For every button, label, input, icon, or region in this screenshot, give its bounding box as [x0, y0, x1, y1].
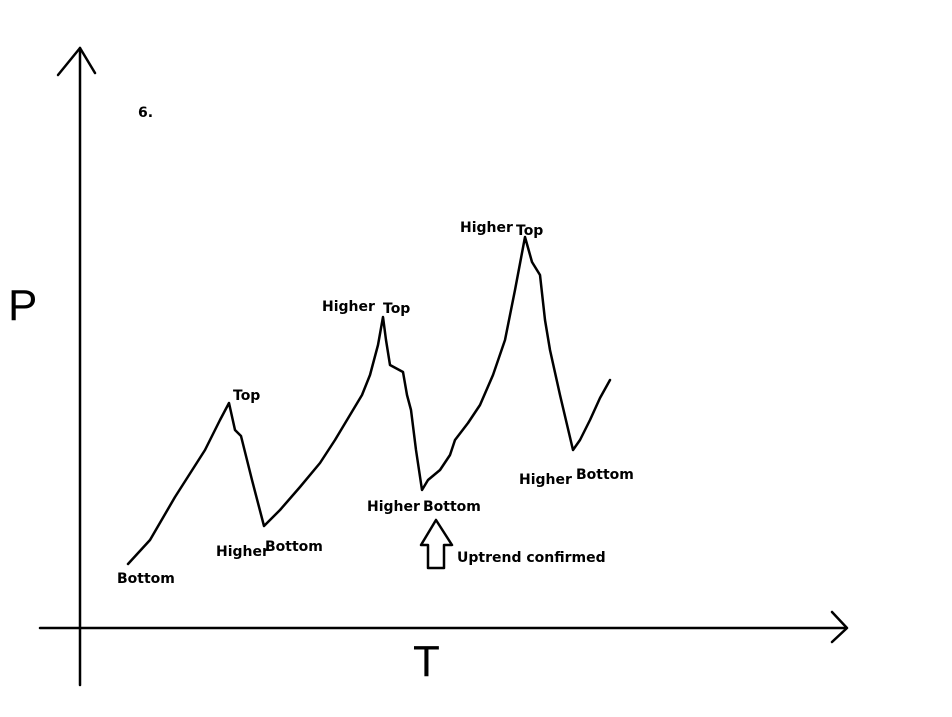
point-label: Higher — [367, 499, 420, 515]
point-label: Higher — [216, 544, 269, 560]
x-axis-label: T — [413, 637, 440, 686]
point-label: Bottom — [576, 467, 634, 483]
point-label: Bottom — [117, 571, 175, 587]
point-label: Top — [383, 301, 410, 317]
point-label: Bottom — [265, 539, 323, 555]
point-label: Higher — [519, 472, 572, 488]
point-label: Higher — [460, 220, 513, 236]
y-axis-arrow — [56, 46, 97, 77]
point-label: Top — [516, 223, 543, 239]
annotation: Uptrend confirmed — [457, 550, 606, 566]
figure-number: 6. — [138, 105, 153, 121]
point-label: Bottom — [423, 499, 481, 515]
price-line — [126, 235, 612, 566]
x-axis-arrow — [830, 610, 849, 644]
point-label: Top — [233, 388, 260, 404]
point-label: Higher — [322, 299, 375, 315]
y-axis-label: P — [8, 281, 37, 330]
up-arrow — [419, 518, 454, 570]
